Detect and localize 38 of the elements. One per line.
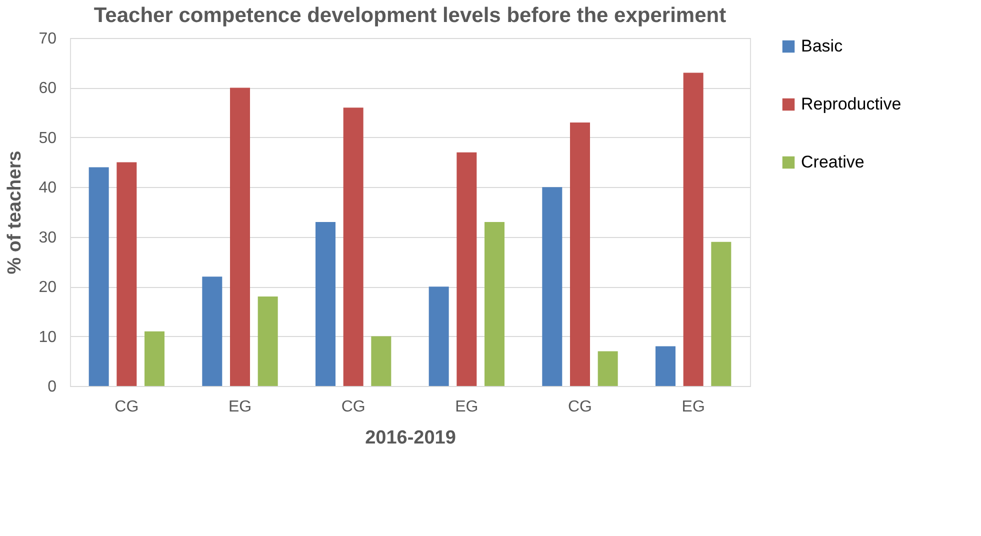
y-tick-label: 40 — [38, 180, 57, 197]
bar — [343, 108, 364, 386]
legend-label: Basic — [801, 36, 844, 56]
x-tick-label: EG — [228, 398, 252, 416]
x-tick-label: EG — [455, 398, 478, 416]
x-tick-label: CG — [341, 398, 366, 416]
y-tick-label: 50 — [38, 130, 57, 147]
bar — [542, 187, 562, 386]
bar — [456, 152, 477, 386]
bar — [484, 222, 505, 386]
chart-title: Teacher competence development levels before the experiment — [94, 4, 726, 27]
bar — [144, 331, 165, 386]
x-tick-label: CG — [568, 398, 592, 416]
bar — [371, 336, 392, 386]
y-tick-label: 30 — [38, 229, 57, 246]
x-tick-label: EG — [682, 398, 705, 416]
bar — [230, 88, 250, 386]
y-tick-label: 20 — [38, 279, 57, 296]
bar — [88, 167, 109, 386]
bar — [683, 72, 704, 386]
bar — [315, 222, 336, 386]
bar — [258, 296, 278, 386]
legend-label: Reproductive — [801, 94, 902, 114]
legend-label: Creative — [801, 152, 864, 172]
x-tick-label: CG — [114, 398, 139, 416]
bar — [655, 346, 676, 386]
y-tick-label: 70 — [38, 30, 57, 48]
y-tick-label: 0 — [48, 378, 57, 396]
bar — [116, 162, 137, 386]
bar — [428, 286, 449, 386]
bar — [202, 276, 222, 386]
bar — [711, 242, 732, 386]
bar — [598, 351, 618, 386]
x-axis-title: 2016-2019 — [365, 428, 456, 448]
bar — [570, 122, 590, 386]
y-axis-title: % of teachers — [4, 150, 26, 274]
y-tick-label: 60 — [38, 80, 57, 98]
y-tick-label: 10 — [38, 328, 57, 346]
